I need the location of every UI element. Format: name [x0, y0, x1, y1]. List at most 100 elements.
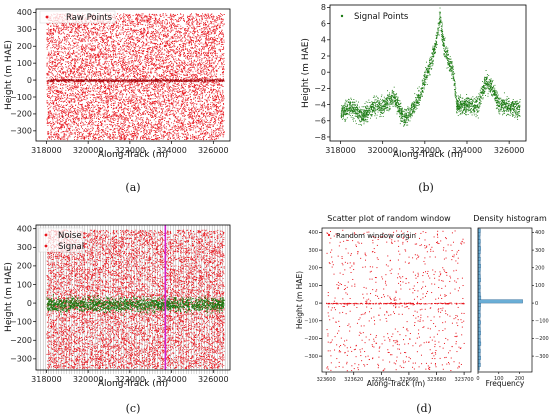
raw-point: [162, 89, 163, 90]
raw-point: [99, 27, 100, 28]
raw-point: [190, 130, 191, 131]
raw-point: [72, 107, 73, 108]
raw-point: [107, 71, 108, 72]
raw-point: [54, 116, 55, 117]
raw-point: [201, 30, 202, 31]
raw-point: [132, 42, 133, 43]
raw-point: [159, 119, 160, 120]
raw-point: [187, 105, 188, 106]
raw-point: [181, 74, 182, 75]
raw-point: [192, 138, 193, 139]
raw-point: [53, 68, 54, 69]
raw-point: [218, 122, 219, 123]
raw-point: [47, 85, 48, 86]
raw-point: [49, 116, 50, 117]
raw-point: [96, 84, 97, 85]
raw-point: [221, 84, 222, 85]
raw-point: [81, 125, 82, 126]
raw-point: [71, 71, 72, 72]
raw-point: [51, 114, 52, 115]
raw-point: [175, 36, 176, 37]
raw-point: [175, 38, 176, 39]
raw-point: [204, 115, 205, 116]
raw-point: [90, 54, 91, 55]
raw-point: [165, 57, 166, 58]
raw-point: [119, 69, 120, 70]
raw-point: [79, 97, 80, 98]
raw-point: [75, 85, 76, 86]
raw-point: [75, 55, 76, 56]
raw-point: [198, 49, 199, 50]
raw-point: [67, 114, 68, 115]
raw-point: [77, 114, 78, 115]
raw-point: [124, 41, 125, 42]
raw-point: [206, 18, 207, 19]
raw-point: [120, 61, 121, 62]
raw-point: [162, 111, 163, 112]
raw-point: [218, 135, 219, 136]
raw-point: [175, 105, 176, 106]
raw-point: [185, 40, 186, 41]
raw-point: [180, 120, 181, 121]
raw-point: [52, 67, 53, 68]
raw-point: [124, 32, 125, 33]
raw-point: [188, 68, 189, 69]
raw-point: [137, 30, 138, 31]
raw-point: [196, 132, 197, 133]
raw-point: [175, 40, 176, 41]
raw-point: [204, 66, 205, 67]
raw-point: [143, 30, 144, 31]
raw-point: [221, 95, 222, 96]
raw-point: [120, 139, 121, 140]
raw-point: [143, 122, 144, 123]
raw-point: [203, 24, 204, 25]
raw-point: [154, 40, 155, 41]
raw-point: [66, 36, 67, 37]
raw-point: [61, 76, 62, 77]
raw-point: [220, 101, 221, 102]
raw-point: [74, 133, 75, 134]
raw-point: [214, 42, 215, 43]
raw-point: [82, 138, 83, 139]
raw-point: [218, 90, 219, 91]
raw-point: [98, 110, 99, 111]
raw-point: [196, 54, 197, 55]
raw-point: [117, 54, 118, 55]
raw-point: [119, 51, 120, 52]
raw-point: [59, 106, 60, 107]
raw-point: [155, 48, 156, 49]
raw-point: [69, 32, 70, 33]
raw-point: [168, 62, 169, 63]
raw-point: [192, 86, 193, 87]
raw-point: [124, 130, 125, 131]
raw-point: [193, 28, 194, 29]
raw-point: [165, 63, 166, 64]
raw-point: [95, 106, 96, 107]
raw-point: [180, 26, 181, 27]
raw-point: [136, 70, 137, 71]
raw-point: [176, 29, 177, 30]
raw-point: [100, 100, 101, 101]
raw-point: [51, 103, 52, 104]
raw-point: [142, 104, 143, 105]
raw-point: [51, 76, 52, 77]
raw-point: [135, 71, 136, 72]
raw-point: [60, 106, 61, 107]
raw-point: [118, 111, 119, 112]
raw-point: [64, 113, 65, 114]
raw-point: [190, 20, 191, 21]
raw-point: [124, 136, 125, 137]
raw-point: [198, 65, 199, 66]
raw-point: [147, 54, 148, 55]
raw-point: [222, 32, 223, 33]
raw-point: [211, 120, 212, 121]
raw-point: [148, 52, 149, 53]
raw-point: [52, 77, 53, 78]
raw-point: [156, 117, 157, 118]
raw-point: [153, 28, 154, 29]
raw-point: [85, 49, 86, 50]
raw-point: [131, 58, 132, 59]
raw-point: [124, 62, 125, 63]
raw-point: [185, 89, 186, 90]
raw-point: [49, 75, 50, 76]
